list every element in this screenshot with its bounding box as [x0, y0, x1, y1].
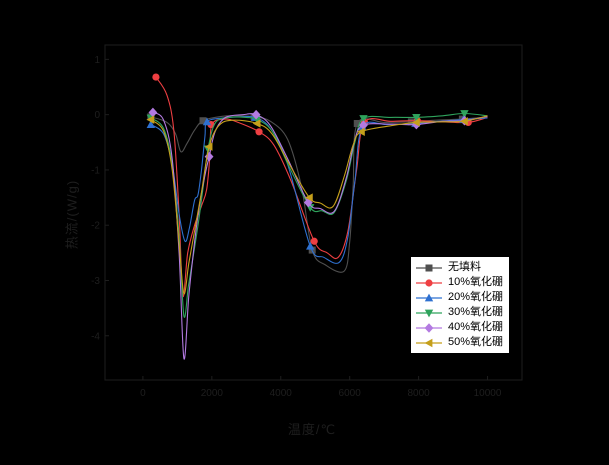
series-marker-5 — [252, 119, 261, 128]
legend-item-0: 无填料 — [415, 260, 503, 275]
series-marker-4 — [148, 107, 158, 118]
legend-marker-icon-diamond — [416, 322, 442, 333]
legend-marker-glyph — [424, 338, 433, 347]
legend-marker-glyph — [424, 293, 434, 301]
y-axis-label: 热流/(W/g) — [64, 179, 80, 250]
legend-marker-icon-triangle-down — [416, 309, 442, 317]
legend-marker-icon-circle — [416, 278, 442, 287]
legend-item-2: 20%氧化硼 — [415, 290, 503, 305]
y-tick-label: 1 — [94, 55, 100, 66]
x-tick-label: 8000 — [407, 388, 430, 399]
y-tick-label: -4 — [91, 331, 100, 342]
series-marker-1 — [152, 73, 160, 81]
legend-item-1: 10%氧化硼 — [415, 275, 503, 290]
legend-label: 50%氧化硼 — [448, 336, 504, 348]
x-tick-label: 10000 — [474, 388, 502, 399]
series-marker-5 — [411, 118, 420, 127]
x-tick-label: 0 — [140, 388, 146, 399]
legend-label: 30%氧化硼 — [448, 306, 504, 318]
series-marker-0 — [199, 117, 207, 125]
x-tick-label: 2000 — [201, 388, 224, 399]
series-marker-0 — [407, 118, 415, 126]
series-marker-2 — [202, 117, 212, 126]
series-marker-1 — [255, 128, 263, 136]
series-marker-5 — [460, 117, 468, 126]
series-marker-5 — [146, 115, 155, 124]
series-marker-2 — [146, 120, 156, 129]
y-tick-label: 0 — [94, 110, 100, 121]
series-marker-3 — [460, 110, 469, 118]
y-tick-label: -3 — [91, 276, 100, 287]
legend-label: 无填料 — [448, 261, 481, 273]
legend-marker-icon-triangle-left — [416, 338, 442, 347]
legend-marker-glyph — [425, 264, 433, 271]
legend-item-5: 50%氧化硼 — [415, 335, 503, 350]
legend-label: 40%氧化硼 — [448, 321, 504, 333]
x-axis-label: 温度/℃ — [287, 422, 337, 437]
series-marker-2 — [306, 241, 315, 250]
legend: 无填料 10%氧化硼 20%氧化硼 30%氧化硼 40%氧化硼 50%氧化硼 — [410, 256, 511, 354]
legend-marker-icon-triangle-up — [416, 293, 442, 301]
legend-label: 20%氧化硼 — [448, 291, 504, 303]
series-marker-5 — [357, 127, 365, 136]
series-marker-3 — [359, 115, 368, 123]
plot-frame — [104, 44, 523, 381]
y-tick-label: -1 — [91, 165, 100, 176]
legend-marker-glyph — [425, 278, 433, 287]
series-marker-4 — [359, 120, 368, 130]
legend-label: 10%氧化硼 — [448, 276, 504, 288]
series-marker-5 — [204, 142, 213, 151]
y-tick-label: -2 — [91, 221, 100, 232]
legend-item-4: 40%氧化硼 — [415, 320, 503, 335]
x-tick-label: 6000 — [339, 388, 362, 399]
series-line-0 — [150, 115, 488, 273]
legend-marker-icon-square — [416, 264, 442, 271]
series-marker-4 — [251, 109, 261, 120]
legend-item-3: 30%氧化硼 — [415, 305, 503, 320]
legend-marker-glyph — [424, 309, 434, 317]
series-marker-0 — [353, 119, 361, 127]
x-tick-label: 4000 — [270, 388, 293, 399]
series-marker-3 — [412, 114, 421, 122]
series-marker-1 — [310, 237, 318, 245]
legend-marker-glyph — [424, 322, 434, 333]
series-marker-5 — [304, 193, 313, 202]
series-line-5 — [150, 115, 488, 295]
